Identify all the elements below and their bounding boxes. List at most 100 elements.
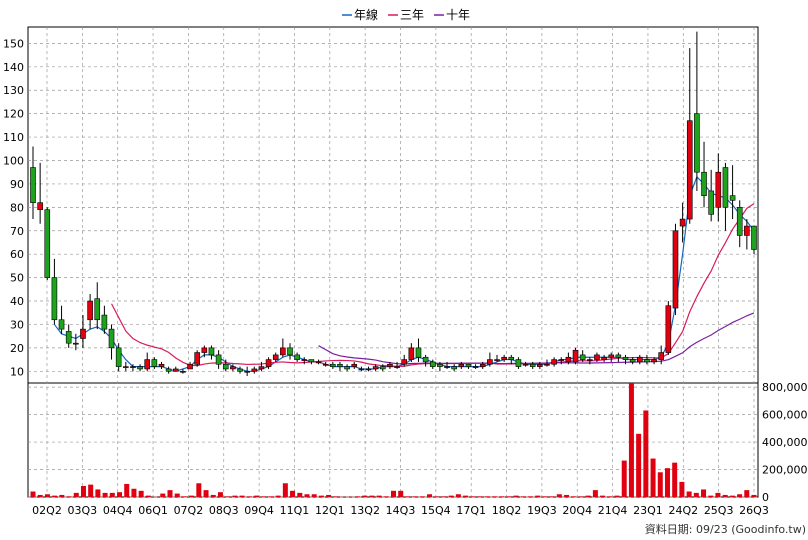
- price-panel: [27, 26, 759, 384]
- volume-bar: [189, 495, 195, 497]
- price-tick-label: 150: [3, 37, 24, 50]
- volume-bar: [174, 493, 180, 497]
- volume-bar: [398, 490, 404, 497]
- candle-body: [501, 356, 507, 360]
- legend-label-3year: 三年: [400, 8, 424, 22]
- volume-bar: [311, 494, 317, 497]
- candle-body: [508, 356, 515, 360]
- volume-bar: [679, 481, 685, 497]
- volume-bar: [686, 491, 692, 497]
- x-tick-label: 23Q1: [633, 504, 663, 517]
- candle-body: [479, 363, 486, 367]
- volume-bar: [448, 495, 454, 497]
- price-tick-label: 50: [10, 272, 24, 285]
- candle-body: [515, 359, 522, 367]
- volume-bar: [527, 496, 533, 497]
- volume-bar: [246, 496, 252, 497]
- volume-bar: [693, 492, 699, 497]
- candle-body: [44, 209, 51, 278]
- candle-body: [472, 366, 479, 368]
- candle-body: [579, 354, 586, 360]
- volume-bar: [268, 496, 274, 497]
- volume-bar: [354, 496, 360, 497]
- volume-bar: [405, 496, 411, 497]
- candle-body: [729, 195, 736, 201]
- candle-body: [679, 218, 686, 227]
- candle-body: [151, 359, 158, 367]
- volume-bar: [427, 494, 433, 497]
- x-tick-label: 09Q4: [244, 504, 274, 517]
- volume-bar: [282, 483, 288, 497]
- legend: 年線 三年 十年: [342, 7, 470, 22]
- volume-bar: [131, 488, 137, 497]
- candle-body: [208, 347, 215, 356]
- x-tick-label: 20Q4: [562, 504, 592, 517]
- candle-body: [172, 368, 179, 372]
- candle-body: [537, 363, 543, 367]
- volume-bar: [549, 496, 555, 497]
- candle-body: [58, 319, 65, 330]
- candle-body: [715, 171, 722, 208]
- volume-bar: [455, 494, 461, 497]
- candle-body: [80, 328, 86, 339]
- candle-body: [65, 331, 72, 344]
- x-tick-label: 08Q3: [209, 504, 239, 517]
- volume-bar: [470, 496, 476, 497]
- volume-bar: [463, 495, 469, 497]
- volume-bar: [297, 492, 303, 497]
- candle-body: [615, 354, 622, 358]
- volume-bar: [607, 496, 613, 497]
- x-tick-label: 13Q2: [350, 504, 380, 517]
- volume-bar: [239, 495, 245, 497]
- candle-body: [280, 347, 286, 356]
- candle-body: [158, 363, 165, 367]
- candle-body: [123, 366, 129, 368]
- candle-body: [636, 356, 643, 363]
- volume-tick-label: 0: [762, 491, 769, 504]
- volume-bar: [657, 472, 663, 497]
- ma-3year-line: [110, 203, 755, 368]
- candle-body: [265, 359, 272, 367]
- candle-body: [644, 359, 650, 363]
- candle-body: [722, 167, 729, 208]
- x-tick-label: 15Q4: [421, 504, 451, 517]
- volume-bar: [628, 383, 634, 497]
- x-tick-label: 25Q3: [704, 504, 734, 517]
- candle-body: [751, 225, 757, 250]
- volume-bar: [744, 490, 750, 497]
- volume-bar: [419, 496, 425, 497]
- volume-bar: [513, 495, 519, 497]
- x-tick-label: 03Q3: [68, 504, 98, 517]
- volume-bar: [585, 495, 591, 497]
- candle-body: [30, 167, 36, 203]
- volume-bar: [636, 433, 642, 497]
- x-tick-label: 18Q2: [492, 504, 522, 517]
- x-tick-label: 04Q4: [103, 504, 133, 517]
- x-tick-label: 12Q1: [315, 504, 345, 517]
- candle-body: [465, 363, 472, 367]
- candle-body: [587, 359, 593, 361]
- candle-body: [387, 363, 393, 367]
- candle-body: [437, 363, 443, 367]
- candles: [30, 31, 757, 376]
- volume-bar: [160, 493, 166, 497]
- candle-body: [429, 361, 436, 367]
- volume-bar: [672, 462, 678, 497]
- price-tick-label: 100: [3, 155, 24, 168]
- candle-body: [415, 347, 422, 358]
- candle-body: [544, 363, 550, 366]
- candle-body: [187, 363, 193, 370]
- price-tick-label: 40: [10, 295, 24, 308]
- volume-bar: [102, 492, 108, 497]
- x-tick-label: 07Q2: [174, 504, 204, 517]
- volume-bar: [95, 489, 101, 497]
- volume-bar: [376, 495, 382, 497]
- candle-body: [487, 359, 493, 365]
- candle-body: [130, 366, 136, 368]
- volume-bar: [73, 492, 79, 497]
- candle-body: [51, 277, 58, 321]
- volume-bar: [564, 494, 570, 497]
- candle-body: [422, 356, 429, 363]
- volume-bar: [124, 483, 130, 497]
- candle-body: [608, 354, 615, 358]
